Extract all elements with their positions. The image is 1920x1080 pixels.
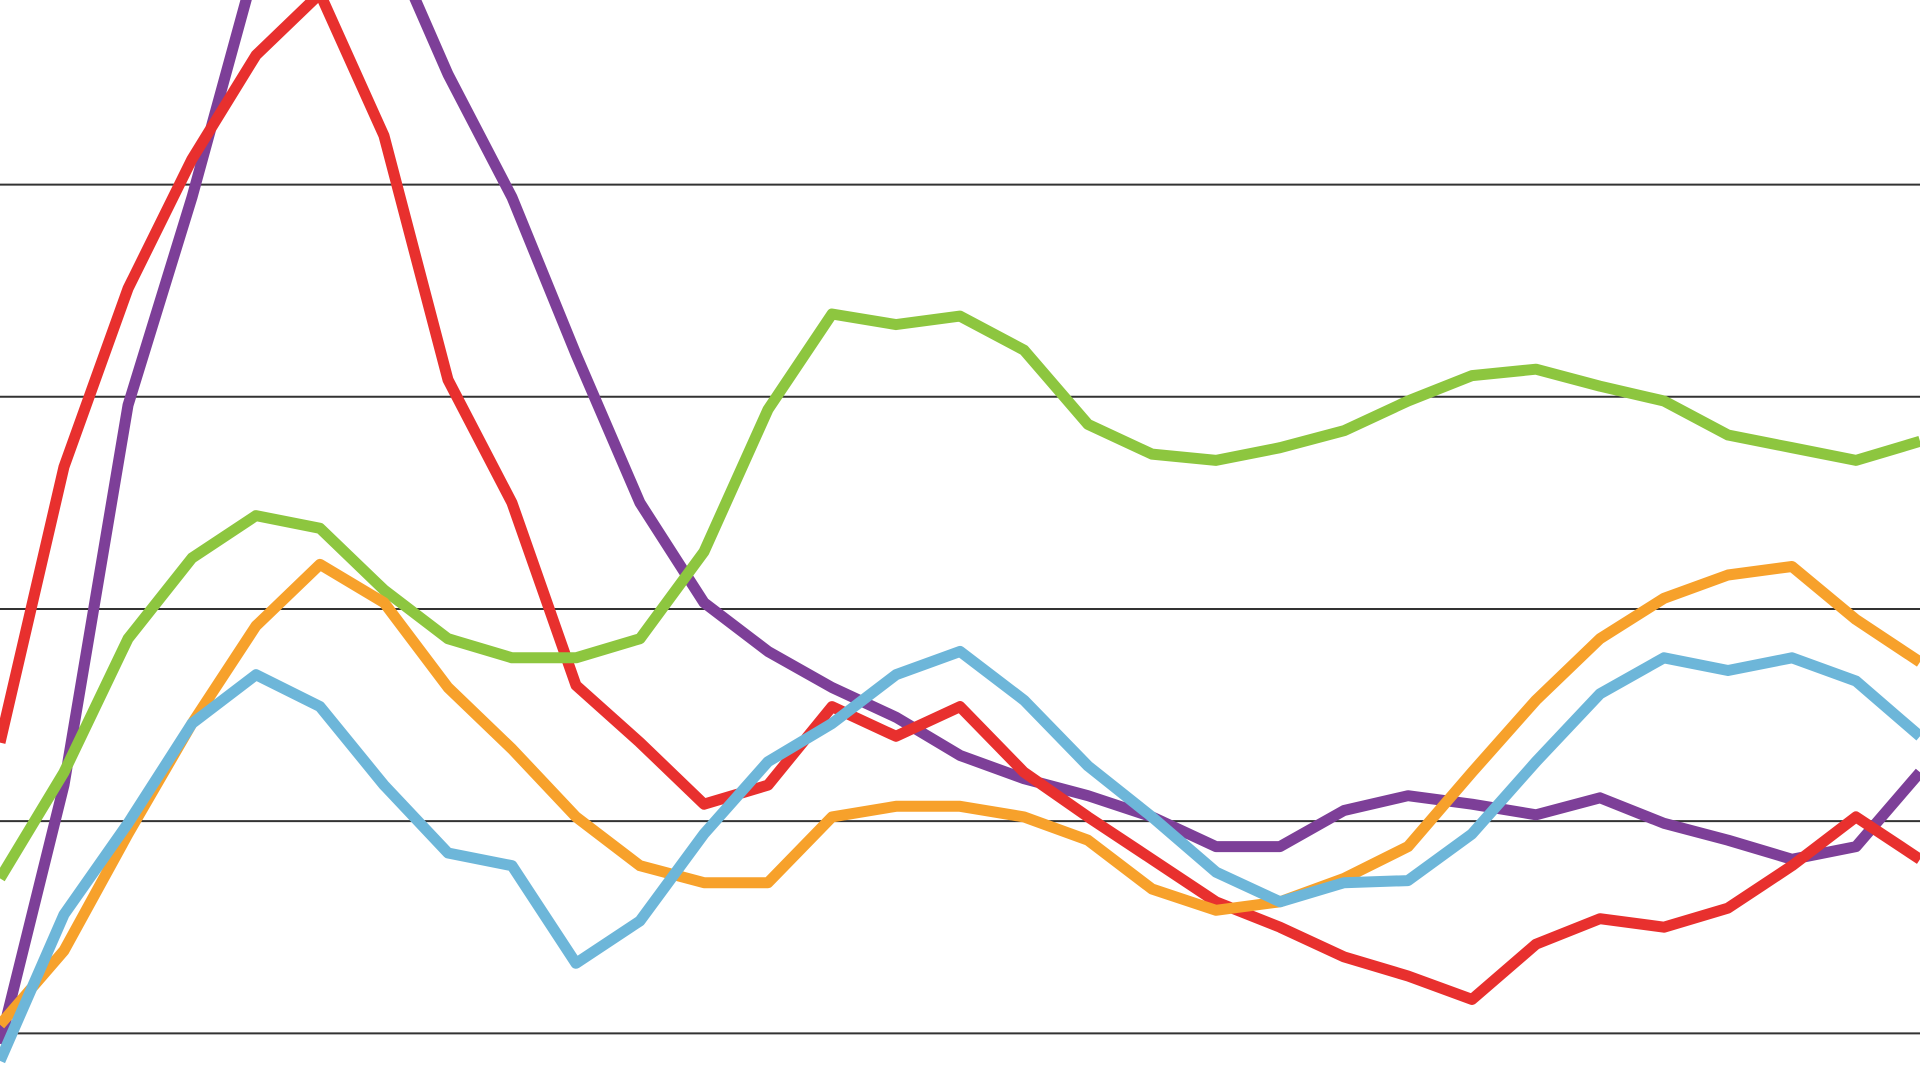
series-line: [0, 308, 1920, 882]
grid: [0, 183, 1920, 1035]
series-line: [0, 558, 1920, 1029]
series-line: [0, 645, 1920, 1064]
series-line: [0, 0, 1920, 1005]
series-line: [0, 0, 1920, 1046]
